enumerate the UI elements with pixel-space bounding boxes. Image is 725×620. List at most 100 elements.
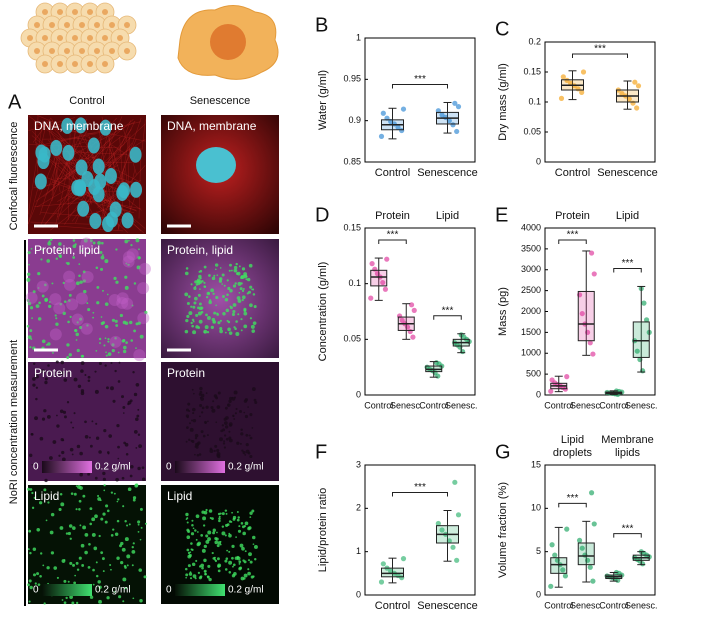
image-texture (233, 418, 236, 420)
image-texture (141, 466, 145, 469)
image-texture (59, 371, 64, 375)
image-texture (205, 534, 209, 538)
image-texture (228, 269, 231, 272)
image-texture (94, 370, 97, 373)
image-texture (117, 117, 142, 187)
image-texture (235, 320, 238, 323)
image-texture (207, 564, 211, 568)
image-texture (229, 423, 232, 427)
image-texture (115, 324, 119, 327)
image-texture (122, 600, 125, 603)
image-texture (238, 525, 241, 528)
image-texture (194, 433, 199, 438)
image-texture (110, 534, 114, 537)
image-texture (191, 524, 194, 527)
image-texture (94, 389, 99, 394)
image-texture (27, 121, 44, 215)
image-texture (249, 303, 253, 308)
image-texture (58, 454, 61, 457)
image-texture (190, 305, 193, 308)
image-texture (195, 325, 199, 329)
image-texture (214, 536, 218, 541)
image-texture (113, 591, 116, 593)
image-texture (222, 442, 226, 445)
image-texture (97, 494, 100, 497)
image-texture (132, 597, 135, 600)
image-texture (184, 567, 188, 571)
image-texture (87, 379, 91, 383)
image-texture (99, 465, 102, 468)
image-texture (236, 296, 241, 300)
nucleus (118, 182, 131, 199)
cartoon-nucleus (124, 48, 130, 54)
nucleus (34, 173, 47, 190)
image-texture (242, 451, 246, 455)
significance-label: *** (414, 482, 426, 493)
data-point (588, 250, 595, 256)
image-texture (122, 412, 125, 414)
image-texture (27, 548, 30, 551)
image-texture (197, 442, 200, 445)
image-texture (94, 476, 98, 480)
column-title: Senescence (190, 95, 251, 107)
image-texture (186, 535, 191, 539)
image-texture (67, 195, 135, 214)
colorbar-label: 0.2 g/ml (95, 585, 131, 596)
image-texture (80, 391, 85, 396)
image-texture (247, 559, 251, 562)
nucleus (92, 158, 105, 175)
image-texture (200, 393, 205, 398)
image-texture (252, 288, 255, 291)
image-texture (201, 510, 205, 514)
image-texture (56, 424, 60, 428)
image-texture (44, 377, 48, 381)
image-texture (102, 512, 106, 516)
image-texture (195, 538, 198, 541)
image-texture (27, 300, 29, 302)
nucleus (130, 181, 143, 198)
y-tick-label: 2500 (521, 285, 541, 295)
plot-frame (544, 464, 656, 596)
image-texture (113, 276, 117, 280)
image-texture (218, 519, 221, 523)
image-texture (40, 258, 43, 261)
image-texture (187, 564, 191, 568)
image-texture (185, 408, 189, 412)
data-point (399, 317, 405, 324)
image-texture (236, 556, 241, 561)
image-texture (206, 434, 209, 437)
image-label: Protein (167, 366, 205, 380)
image-texture (68, 124, 71, 221)
image-texture (229, 396, 233, 401)
image-texture (198, 453, 202, 456)
image-texture (236, 518, 240, 522)
image-texture (29, 488, 33, 491)
image-texture (81, 270, 94, 283)
image-texture (252, 321, 257, 326)
image-texture (205, 508, 208, 512)
image-texture (38, 301, 41, 305)
image-texture (187, 402, 191, 406)
image-texture (237, 299, 242, 303)
image-texture (121, 297, 134, 310)
image-texture (125, 452, 129, 456)
image-texture (223, 284, 226, 287)
image-texture (216, 557, 220, 561)
data-point (410, 334, 416, 340)
image-texture (37, 583, 41, 586)
image-texture (203, 558, 207, 563)
charts: B Water (g/ml) 0.85 0.9 0.95 1 Control Senescen… (315, 14, 658, 612)
nucleus (74, 117, 87, 134)
image-texture (241, 267, 246, 271)
image-texture (188, 572, 193, 576)
significance-label: *** (387, 230, 399, 241)
image-texture (198, 302, 202, 306)
image-texture (122, 577, 127, 582)
image-texture (102, 570, 105, 573)
data-point (439, 527, 445, 533)
image-texture (219, 329, 223, 334)
cell-cartoons (20, 2, 137, 74)
image-texture (232, 517, 236, 521)
image-texture (118, 361, 121, 364)
